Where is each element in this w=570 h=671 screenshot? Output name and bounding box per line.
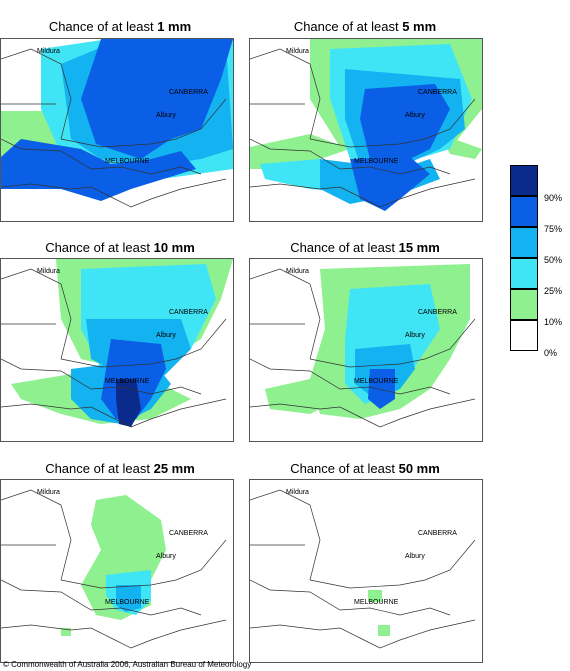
place-label-mildura-10mm: Mildura <box>37 268 60 275</box>
place-label-albury-10mm: Albury <box>156 332 176 339</box>
border-line-15mm-4 <box>250 398 476 428</box>
border-line-10mm-4 <box>1 398 227 428</box>
place-label-albury-25mm: Albury <box>156 553 176 560</box>
place-label-mildura-50mm: Mildura <box>286 489 309 496</box>
rain-area-15mm-4 <box>368 369 395 409</box>
legend-label-10: 10% <box>544 317 563 327</box>
place-label-melbourne-50mm: MELBOURNE <box>354 599 399 606</box>
place-label-albury-1mm: Albury <box>156 112 176 119</box>
legend-swatch-50 <box>510 227 538 258</box>
place-label-mildura-5mm: Mildura <box>286 48 309 55</box>
place-label-canberra-25mm: CANBERRA <box>169 530 208 537</box>
map-svg-10mm: Mildura CANBERRA Albury MELBOURNE <box>1 259 233 428</box>
map-svg-25mm: Mildura CANBERRA Albury MELBOURNE <box>1 489 227 649</box>
border-line-5mm-3 <box>250 138 451 175</box>
border-line-50mm-0 <box>250 489 321 581</box>
legend-label-50: 50% <box>544 255 563 265</box>
map-svg-5mm: Mildura CANBERRA Albury MELBOURNE <box>250 39 482 211</box>
place-label-melbourne-10mm: MELBOURNE <box>105 378 150 385</box>
border-line-25mm-3 <box>1 579 202 616</box>
copyright-notice: © Commonwealth of Australia 2006, Austra… <box>3 660 252 669</box>
panel-title-1mm: Chance of at least 1 mm <box>48 19 192 34</box>
place-label-mildura-25mm: Mildura <box>37 489 60 496</box>
border-line-10mm-0 <box>1 268 72 360</box>
border-line-1mm-0 <box>1 48 72 140</box>
map-1mm: Mildura CANBERRA Albury MELBOURNE <box>0 38 234 222</box>
place-label-canberra-5mm: CANBERRA <box>418 89 457 96</box>
rain-area-15mm-1 <box>265 379 340 414</box>
border-line-1mm-1 <box>60 98 227 148</box>
place-label-albury-15mm: Albury <box>405 332 425 339</box>
place-label-melbourne-5mm: MELBOURNE <box>354 158 399 165</box>
border-line-15mm-1 <box>309 318 476 368</box>
rain-area-5mm-1 <box>250 134 350 169</box>
panel-title-50mm: Chance of at least 50 mm <box>290 461 440 476</box>
place-label-canberra-10mm: CANBERRA <box>169 309 208 316</box>
panel-title-25mm: Chance of at least 25 mm <box>45 461 195 476</box>
rain-area-1mm-4 <box>81 39 233 159</box>
border-line-15mm-0 <box>250 268 321 360</box>
legend-swatch-10 <box>510 289 538 320</box>
map-5mm: Mildura CANBERRA Albury MELBOURNE <box>249 38 483 222</box>
rain-area-50mm-0 <box>368 590 382 602</box>
legend-label-25: 25% <box>544 286 563 296</box>
place-label-melbourne-15mm: MELBOURNE <box>354 378 399 385</box>
place-label-canberra-15mm: CANBERRA <box>418 309 457 316</box>
legend-label-75: 75% <box>544 224 563 234</box>
place-label-melbourne-1mm: MELBOURNE <box>105 158 150 165</box>
border-line-5mm-0 <box>250 48 321 140</box>
border-line-25mm-1 <box>60 539 227 589</box>
border-line-10mm-3 <box>1 358 202 395</box>
legend-swatch-75 <box>510 196 538 227</box>
place-label-mildura-15mm: Mildura <box>286 268 309 275</box>
border-line-1mm-4 <box>1 178 227 208</box>
map-25mm: Mildura CANBERRA Albury MELBOURNE <box>0 479 234 663</box>
border-line-50mm-4 <box>250 619 476 649</box>
border-line-15mm-3 <box>250 358 451 395</box>
map-svg-1mm: Mildura CANBERRA Albury MELBOURNE <box>1 39 233 208</box>
border-line-25mm-4 <box>1 619 227 649</box>
panel-title-5mm: Chance of at least 5 mm <box>293 19 437 34</box>
legend-label-90: 90% <box>544 193 563 203</box>
place-label-albury-5mm: Albury <box>405 112 425 119</box>
legend-label-0: 0% <box>544 348 558 358</box>
rain-area-50mm-1 <box>378 625 390 636</box>
place-label-albury-50mm: Albury <box>405 553 425 560</box>
border-line-5mm-1 <box>309 98 476 148</box>
place-label-canberra-50mm: CANBERRA <box>418 530 457 537</box>
rain-area-25mm-3 <box>116 585 141 612</box>
map-svg-15mm: Mildura CANBERRA Albury MELBOURNE <box>250 264 476 428</box>
border-line-5mm-4 <box>250 178 476 208</box>
place-label-canberra-1mm: CANBERRA <box>169 89 208 96</box>
border-line-25mm-0 <box>1 489 72 581</box>
rain-area-5mm-8 <box>350 157 430 211</box>
border-line-50mm-1 <box>309 539 476 589</box>
legend-swatch-90 <box>510 165 538 196</box>
legend-swatch-0 <box>510 320 538 351</box>
rain-area-10mm-6 <box>116 379 141 427</box>
border-line-50mm-3 <box>250 579 451 616</box>
map-10mm: Mildura CANBERRA Albury MELBOURNE <box>0 258 234 442</box>
place-label-mildura-1mm: Mildura <box>37 48 60 55</box>
place-label-melbourne-25mm: MELBOURNE <box>105 599 150 606</box>
panel-title-15mm: Chance of at least 15 mm <box>290 240 440 255</box>
map-15mm: Mildura CANBERRA Albury MELBOURNE <box>249 258 483 442</box>
map-svg-50mm: Mildura CANBERRA Albury MELBOURNE <box>250 489 476 649</box>
border-line-10mm-1 <box>60 318 227 368</box>
border-line-1mm-3 <box>1 138 202 175</box>
rain-area-5mm-7 <box>360 84 450 164</box>
map-50mm: Mildura CANBERRA Albury MELBOURNE <box>249 479 483 663</box>
legend-swatch-25 <box>510 258 538 289</box>
panel-title-10mm: Chance of at least 10 mm <box>45 240 195 255</box>
